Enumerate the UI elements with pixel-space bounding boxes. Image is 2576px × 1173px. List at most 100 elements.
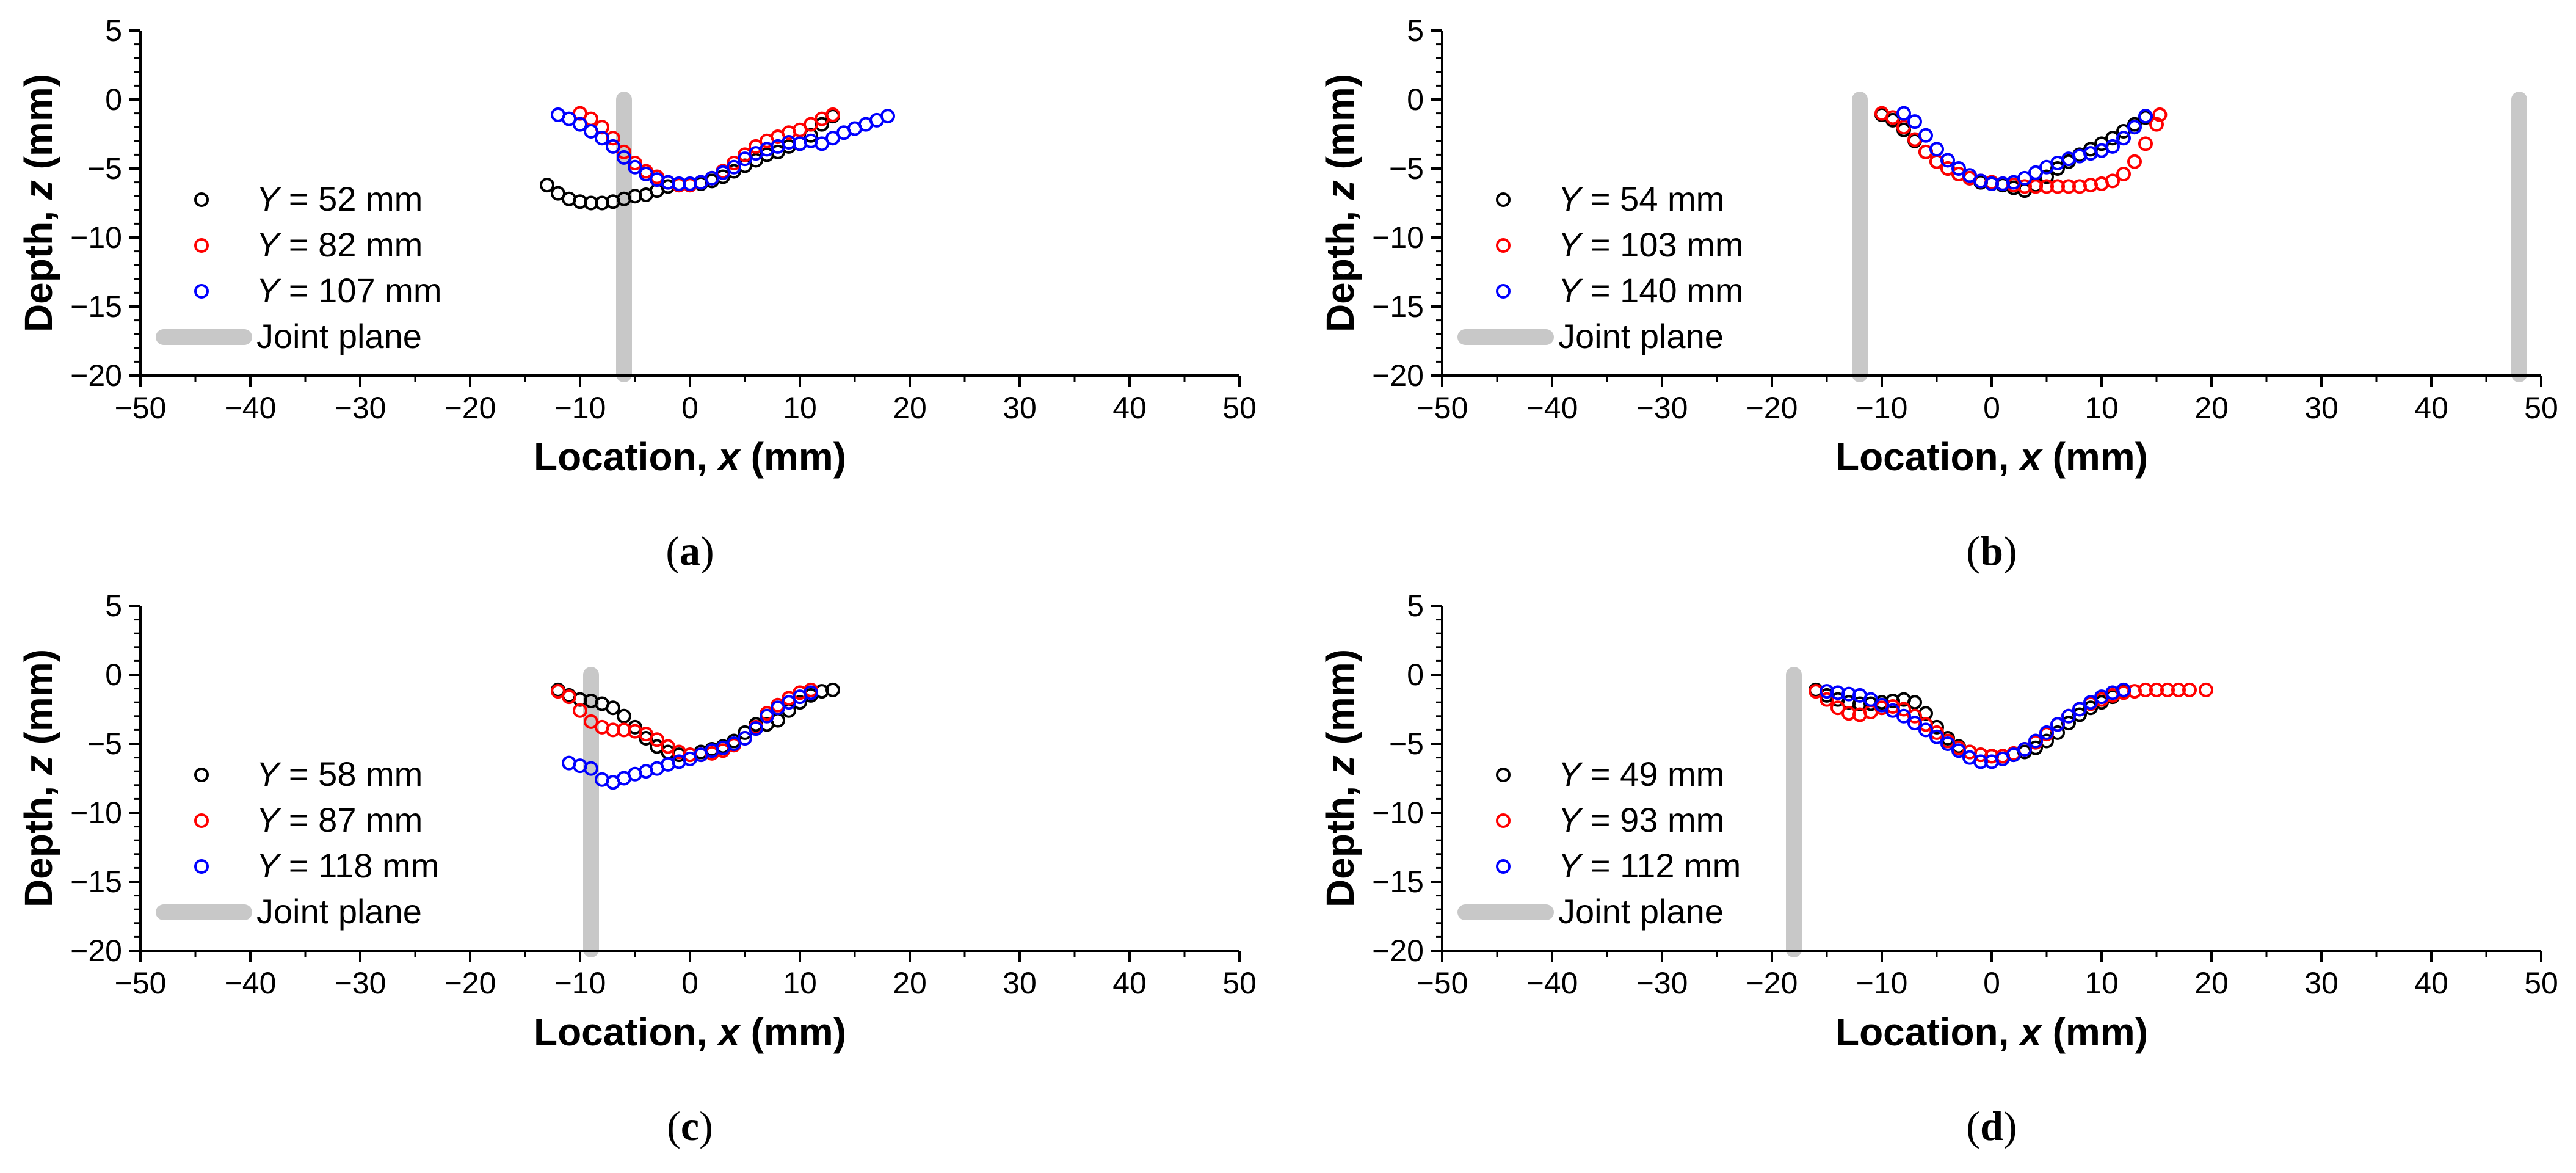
x-tick-label: 10 xyxy=(783,391,817,425)
x-tick-label: −40 xyxy=(225,391,277,425)
y-tick-label: −15 xyxy=(70,289,122,324)
series-2 xyxy=(1874,106,2168,194)
y-tick-label: −20 xyxy=(1372,358,1424,393)
legend-entry-variable: Y xyxy=(256,846,281,885)
panel-label: (c) xyxy=(667,1103,713,1149)
data-point xyxy=(1896,708,1911,724)
x-tick-label: −40 xyxy=(1526,391,1578,425)
data-point xyxy=(540,178,554,193)
panel-label-close: ) xyxy=(700,528,714,574)
x-tick-label: 30 xyxy=(1003,391,1037,425)
x-axis-title: Location, x (mm) xyxy=(534,1010,846,1054)
y-tick-label: −15 xyxy=(70,865,122,899)
legend-marker xyxy=(194,284,209,299)
data-point xyxy=(1874,697,1889,713)
x-axis-title-unit: (mm) xyxy=(2042,1010,2148,1054)
data-point xyxy=(650,732,664,747)
x-tick-label: −30 xyxy=(335,966,386,1000)
x-tick-label: −10 xyxy=(554,966,606,1000)
x-axis-title-unit: (mm) xyxy=(2042,435,2148,479)
data-point xyxy=(1929,142,1944,157)
series-3 xyxy=(1820,682,2131,769)
y-tick-label: −5 xyxy=(1389,151,1424,186)
y-tick-label: −10 xyxy=(1372,796,1424,830)
x-tick-label: 0 xyxy=(1983,391,2000,425)
x-tick-label: 50 xyxy=(1222,391,1257,425)
x-tick-label: 30 xyxy=(2304,391,2338,425)
legend-entry: Y = 93 mm xyxy=(1558,801,1724,839)
x-axis-title: Location, x (mm) xyxy=(1835,1010,2148,1054)
data-point xyxy=(606,139,620,154)
data-point xyxy=(2017,170,2032,186)
panel-label-open: ( xyxy=(666,528,680,574)
x-tick-label: 40 xyxy=(2414,391,2448,425)
chart-panel-d: −50 −40 −30 −20 −10 0 10 20 30 40 5050−5−10−15−20L… xyxy=(1318,589,2558,1149)
data-point xyxy=(639,167,653,182)
y-tick-label: 5 xyxy=(105,13,122,48)
data-point xyxy=(584,123,598,139)
y-axis-title: Depth, z (mm) xyxy=(16,74,60,332)
legend-entry-variable: Y xyxy=(256,801,281,839)
data-point xyxy=(1907,114,1922,129)
legend-entry: Y = 112 mm xyxy=(1558,846,1741,885)
data-point xyxy=(1951,743,1966,758)
x-axis-title: Location, x (mm) xyxy=(534,435,846,479)
y-tick-label: −5 xyxy=(1389,727,1424,761)
chart-panel-a: −50 −40 −30 −20 −10 0 10 20 30 40 5050−5−10−15−20L… xyxy=(16,13,1257,574)
data-point xyxy=(661,739,675,754)
legend-entry-value: = 103 mm xyxy=(1581,225,1743,264)
y-tick-label: 5 xyxy=(1407,13,1424,48)
data-point xyxy=(1951,161,1966,176)
y-axis-title-part: Depth, xyxy=(1318,200,1362,332)
panel-label: (b) xyxy=(1966,528,2017,574)
data-point xyxy=(2138,109,2153,124)
data-point xyxy=(628,159,642,175)
legend-entry-value: = 112 mm xyxy=(1581,846,1741,885)
y-axis-title-part: Depth, xyxy=(16,775,60,907)
legend-entry-variable: Y xyxy=(1558,755,1583,793)
y-tick-label: −20 xyxy=(70,358,122,393)
x-tick-label: −30 xyxy=(335,391,386,425)
legend-joint-label: Joint plane xyxy=(256,892,422,931)
data-point xyxy=(738,151,752,167)
data-point xyxy=(1863,692,1878,707)
data-point xyxy=(562,111,576,126)
x-axis-title-unit: (mm) xyxy=(740,1010,846,1054)
data-point xyxy=(617,150,631,165)
legend-entry-variable: Y xyxy=(1558,846,1583,885)
x-axis-title-part: Location, xyxy=(534,435,718,479)
x-axis-title-part: Location, xyxy=(1835,1010,2020,1054)
y-tick-label: 5 xyxy=(105,589,122,623)
data-point xyxy=(793,122,807,137)
x-tick-label: 20 xyxy=(2194,391,2229,425)
y-axis-title-part: Depth, xyxy=(16,200,60,332)
legend-entry: Y = 82 mm xyxy=(256,225,423,264)
data-point xyxy=(617,708,631,724)
y-tick-label: −10 xyxy=(1372,220,1424,255)
data-point xyxy=(2149,117,2164,132)
x-tick-label: −30 xyxy=(1636,391,1688,425)
x-tick-label: −10 xyxy=(1856,391,1908,425)
y-tick-label: −5 xyxy=(87,151,122,186)
x-axis-title-part: Location, xyxy=(1835,435,2020,479)
data-point xyxy=(595,131,609,146)
y-axis-title: Depth, z (mm) xyxy=(1318,649,1362,907)
data-point xyxy=(825,682,840,697)
x-tick-label: 0 xyxy=(1983,966,2000,1000)
legend-marker xyxy=(1496,768,1511,782)
y-axis-title-variable: z xyxy=(1318,180,1362,200)
legend-marker xyxy=(194,192,209,207)
legend-entry: Y = 140 mm xyxy=(1558,271,1743,310)
data-point xyxy=(716,165,730,180)
y-tick-label: −10 xyxy=(70,220,122,255)
data-point xyxy=(2116,682,2131,697)
legend-entry-variable: Y xyxy=(1558,801,1583,839)
panel-label-letter: d xyxy=(1980,1103,2003,1149)
data-point xyxy=(804,117,818,132)
legend-marker xyxy=(1496,813,1511,828)
legend-entry: Y = 118 mm xyxy=(256,846,439,885)
data-point xyxy=(2083,695,2098,710)
data-point xyxy=(1896,106,1911,121)
x-tick-label: −50 xyxy=(1417,391,1468,425)
x-axis-title-variable: x xyxy=(2018,1010,2043,1054)
